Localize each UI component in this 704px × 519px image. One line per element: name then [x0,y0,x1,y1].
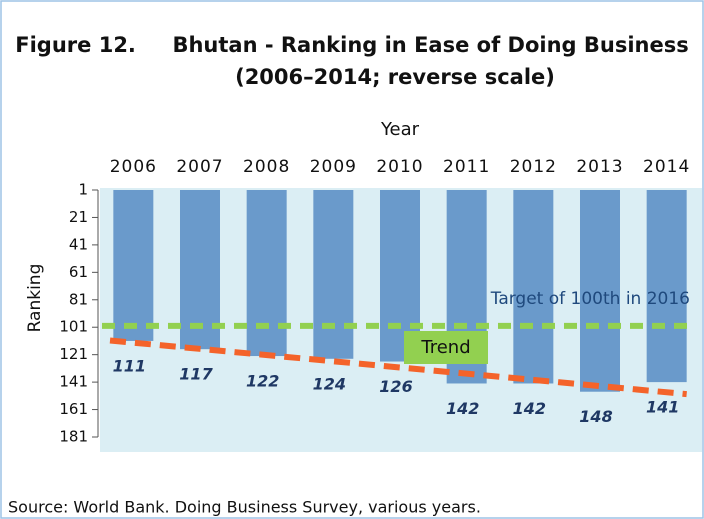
x-tick-label: 2006 [110,157,157,177]
target-label: Target of 100th in 2016 [490,289,690,309]
y-tick-label: 101 [59,318,88,336]
y-tick-label: 81 [69,290,88,308]
bar [646,190,687,383]
bar [513,190,554,384]
value-label: 124 [313,374,346,393]
y-tick-label: 61 [69,263,88,281]
bar [180,190,220,350]
trend-line [109,337,687,398]
value-label: 126 [379,377,412,396]
y-tick-label: 1 [78,181,88,199]
y-tick-label: 161 [59,400,88,418]
source: Source: World Bank. Doing Business Surve… [8,498,481,517]
bar [246,190,287,357]
value-label: 148 [579,407,612,426]
y-axis-label: Ranking [25,264,45,333]
trend-box [404,331,488,364]
x-tick-label: 2007 [176,157,223,177]
bar [313,190,354,359]
value-label: 142 [446,399,479,418]
y-tick-label: 181 [59,428,88,446]
chart-subtitle: (2006–2014; reverse scale) [235,65,555,89]
chart-title: Figure 12. Bhutan - Ranking in Ease of D… [15,33,688,57]
y-tick-label: 21 [69,208,88,226]
x-tick-label: 2014 [643,157,690,177]
trend-label: Trend [420,337,470,358]
y-tick-label: 41 [69,235,88,253]
value-label: 142 [513,399,546,418]
bar [580,190,620,392]
x-tick-label: 2008 [243,157,290,177]
value-label: 141 [646,398,679,417]
x-tick-label: 2012 [510,157,557,177]
y-tick-label: 121 [59,345,88,363]
x-axis-label: Year [380,119,420,140]
x-tick-label: 2011 [443,157,490,177]
bar [113,190,154,341]
value-label: 117 [179,365,213,384]
value-label: 122 [246,372,279,391]
x-tick-label: 2010 [376,157,423,177]
x-tick-label: 2013 [576,157,623,177]
value-label: 111 [113,356,146,375]
y-tick-label: 141 [59,373,88,391]
x-tick-label: 2009 [310,157,357,177]
